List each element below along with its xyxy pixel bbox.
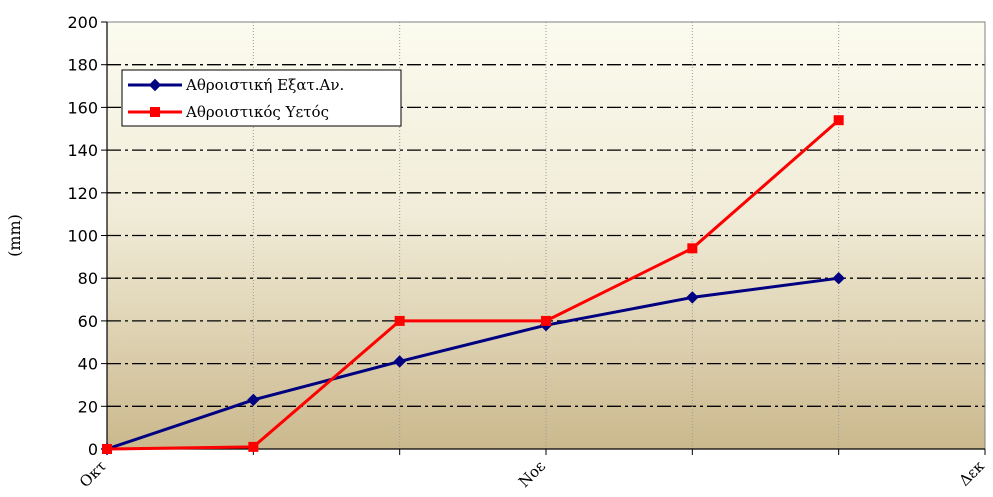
legend-label: Αθροιστική Εξατ.Αν. [185, 76, 344, 94]
x-tick-label: Νοε [515, 457, 549, 491]
data-point [394, 315, 405, 326]
legend-label: Αθροιστικός Υετός [185, 103, 329, 121]
data-point [541, 315, 551, 326]
data-point [247, 393, 260, 407]
y-tick-label: 120 [67, 184, 98, 203]
data-point [248, 441, 259, 452]
y-tick-label: 140 [67, 141, 98, 160]
data-point [687, 243, 698, 254]
y-tick-label: 100 [67, 227, 98, 246]
y-tick-label: 80 [78, 269, 98, 288]
y-tick-label: 20 [78, 397, 98, 416]
axes: 0 20 40 60 80 100 120 140 160 180 200 Οκτ Νοε Δεκ [67, 13, 988, 491]
data-point [150, 107, 160, 117]
x-tick-label: Δεκ [955, 457, 988, 490]
data-point [833, 115, 844, 126]
y-axis-title: (mm) [5, 214, 24, 257]
y-tick-label: 60 [78, 312, 98, 331]
series-line [106, 119, 840, 451]
y-tick-label: 160 [67, 98, 98, 117]
data-point [102, 444, 112, 454]
legend-box [121, 69, 402, 127]
data-point [393, 355, 406, 368]
legend: Αθροιστική Εξατ.Αν. Αθροιστικός Υετός [121, 69, 402, 127]
y-tick-label: 40 [78, 355, 98, 374]
data-point [148, 78, 162, 92]
series-line [106, 276, 839, 451]
y-tick-label: 0 [88, 440, 98, 459]
data-point [686, 291, 699, 304]
data-point [832, 271, 845, 285]
y-tick-label: 200 [67, 13, 98, 32]
x-tick-label: Οκτ [76, 457, 110, 491]
y-tick-label: 180 [67, 56, 98, 75]
series [100, 115, 845, 456]
